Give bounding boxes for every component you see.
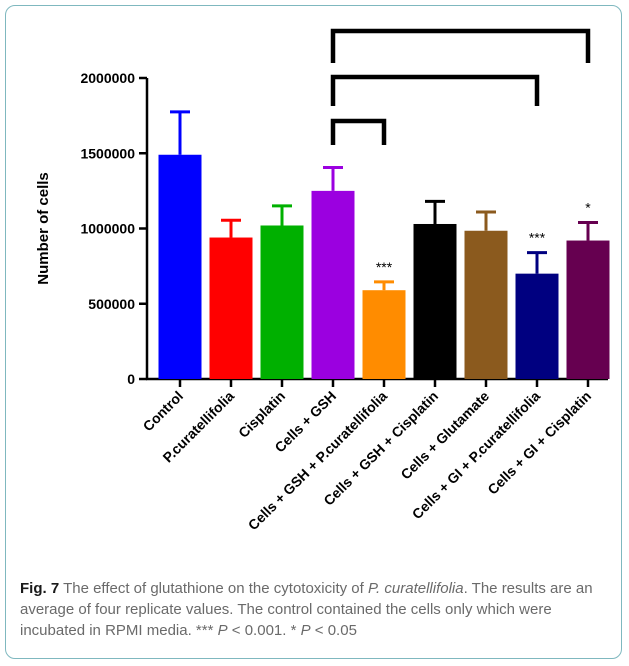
caption-species: P. curatellifolia	[367, 580, 464, 597]
bar-3	[311, 190, 355, 379]
caption-label: Fig. 7	[20, 580, 60, 597]
figure-caption: Fig. 7 The effect of glutathione on the …	[20, 578, 612, 641]
y-tick-label: 1500000	[80, 145, 135, 161]
comparison-bracket	[330, 28, 591, 63]
x-tick-label: Cisplatin	[235, 388, 288, 441]
bar-5	[413, 223, 457, 379]
caption-p1: P	[217, 622, 228, 639]
bar-2	[260, 225, 304, 379]
figure-frame	[5, 5, 622, 659]
caption-text-2: . The results are an average of four rep…	[20, 580, 593, 639]
significance-marker: ***	[376, 259, 393, 275]
y-tick-label: 0	[127, 371, 135, 387]
significance-marker: *	[585, 199, 591, 215]
comparison-bracket	[330, 74, 540, 106]
comparison-bracket	[330, 118, 387, 145]
y-tick-label: 2000000	[80, 70, 135, 86]
x-tick-label: Cells + Glutamate	[397, 388, 492, 483]
caption-text-1: The effect of glutathione on the cytotox…	[59, 580, 368, 597]
caption-text-4: < 0.05	[310, 622, 357, 639]
bar-1	[209, 237, 253, 379]
bar-8	[566, 240, 610, 379]
bar-chart: 0 500000 1000000 1500000 2000000 Number of ce…	[35, 28, 610, 533]
bar-6	[464, 230, 508, 379]
bar-0	[158, 154, 202, 379]
x-tick-label: Cells + GI + Cisplatin	[484, 388, 594, 498]
y-axis-title: Number of cells	[35, 172, 52, 285]
significance-marker: ***	[529, 230, 546, 246]
y-tick-label: 500000	[88, 296, 135, 312]
bar-7	[515, 273, 559, 379]
caption-text-3: < 0.001. *	[227, 622, 301, 639]
y-tick-label: 1000000	[80, 221, 135, 237]
x-tick-label: Control	[140, 388, 187, 435]
caption-p2: P	[300, 622, 311, 639]
bar-4	[362, 290, 406, 379]
